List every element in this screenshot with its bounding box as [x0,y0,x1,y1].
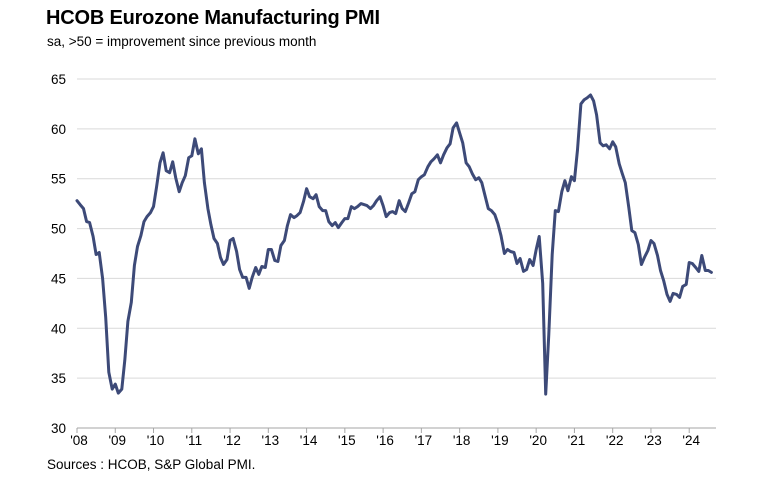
x-tick-label: '11 [185,433,202,448]
x-axis: '08 '09 '10 '11 '12 '13 '14 '15 '16 '17 '18 '19 '20 '… [70,427,716,448]
y-tick-label: 40 [51,321,66,336]
x-tick-label: '18 [453,433,471,448]
x-tick-label: '24 [682,433,700,448]
x-tick-label: '14 [300,433,318,448]
y-tick-label: 55 [51,172,66,187]
chart-title: HCOB Eurozone Manufacturing PMI [46,7,380,29]
x-tick-label: '17 [415,433,433,448]
x-tick-label: '20 [529,433,547,448]
x-tick-label: '12 [223,433,241,448]
source-note: Sources : HCOB, S&P Global PMI. [47,457,256,472]
x-tick-label: '19 [491,433,509,448]
x-tick-label: '09 [108,433,126,448]
x-tick-label: '08 [70,433,88,448]
series-layer [75,93,713,396]
x-tick-label: '22 [606,433,624,448]
y-tick-label: 60 [51,122,66,137]
y-tick-label: 35 [51,371,66,386]
x-tick-label: '13 [262,433,280,448]
y-tick-label: 45 [51,271,66,286]
x-tick-label: '15 [338,433,356,448]
gridlines [77,78,716,379]
series-line [75,93,713,396]
y-tick-label: 65 [51,72,66,87]
x-tick-label: '23 [644,433,662,448]
y-tick-label: 50 [51,222,66,237]
x-tick-label: '16 [376,433,394,448]
y-tick-label: 30 [51,421,66,436]
x-tick-label: '10 [147,433,165,448]
chart-subtitle: sa, >50 = improvement since previous mon… [47,34,317,49]
x-tick-label: '21 [568,433,586,448]
y-axis-tick-labels: 30 35 40 45 50 55 60 65 [51,72,66,436]
